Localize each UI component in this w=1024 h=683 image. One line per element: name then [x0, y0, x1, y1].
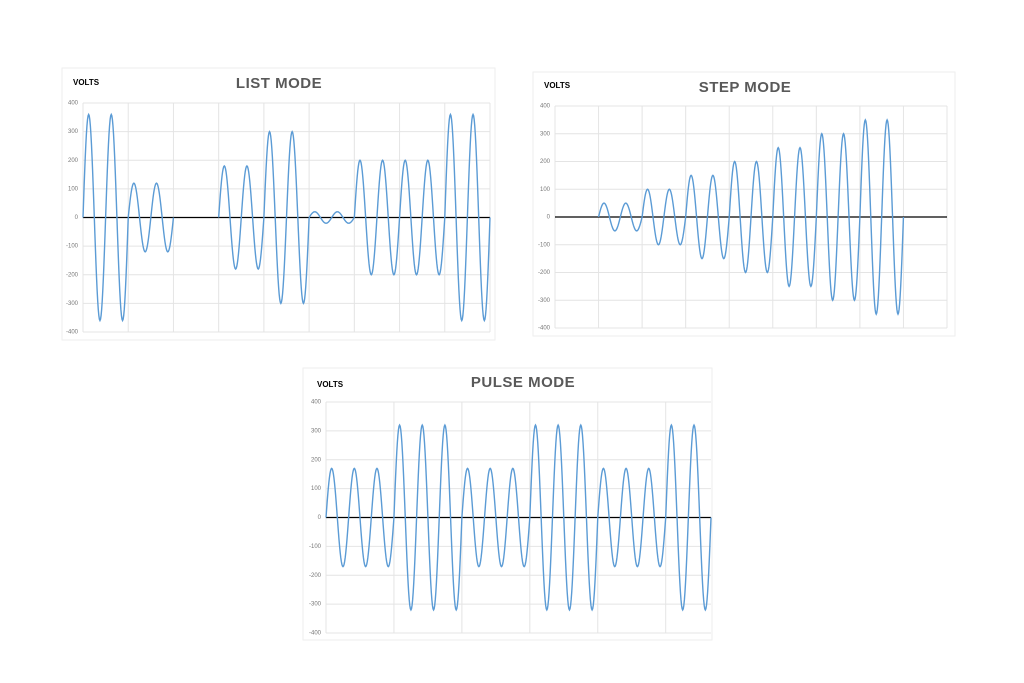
- wave-cycle: [483, 467, 508, 568]
- y-tick-label: -200: [309, 573, 322, 579]
- y-tick-label: 400: [68, 101, 79, 107]
- wave-cycle: [325, 467, 350, 568]
- wave-cycle: [285, 130, 310, 305]
- y-tick-label: -100: [66, 244, 79, 250]
- wave-cycle: [331, 211, 355, 224]
- y-tick-label: 300: [540, 131, 551, 137]
- y-tick-label: 0: [318, 515, 322, 521]
- wave-cycle: [665, 423, 690, 612]
- wave-cycle: [574, 423, 599, 612]
- wave-cycle: [376, 159, 401, 276]
- wave-cycle: [347, 467, 372, 568]
- y-tick-label: -300: [538, 298, 551, 304]
- wave-cycle: [728, 160, 752, 274]
- wave-cycle: [370, 467, 395, 568]
- y-axis-label: VOLTS: [544, 81, 571, 90]
- wave-cycle: [393, 423, 418, 612]
- wave-cycle: [461, 467, 486, 568]
- y-tick-label: -300: [309, 602, 322, 608]
- wave-cycle: [815, 132, 839, 302]
- y-tick-label: -400: [538, 326, 551, 332]
- wave-cycle: [529, 423, 554, 612]
- y-tick-label: 200: [311, 457, 322, 463]
- y-tick-label: -100: [538, 242, 551, 248]
- y-axis-label: VOLTS: [317, 380, 344, 389]
- wave-cycle: [597, 467, 622, 568]
- y-tick-label: -400: [309, 631, 322, 637]
- wave-cycle: [438, 423, 463, 612]
- y-tick-label: -300: [66, 301, 79, 307]
- wave-cycle: [687, 423, 712, 612]
- y-tick-label: 200: [540, 159, 551, 165]
- wave-cycle: [619, 467, 644, 568]
- y-tick-label: 0: [547, 215, 551, 221]
- wave-cycle: [663, 188, 687, 246]
- wave-cycle: [793, 146, 818, 288]
- y-tick-label: 300: [68, 129, 79, 135]
- wave-cycle: [837, 132, 861, 302]
- y-tick-label: -200: [66, 272, 79, 278]
- chart-title: LIST MODE: [236, 75, 322, 92]
- chart-frame: [61, 67, 496, 341]
- y-tick-label: 400: [540, 104, 551, 110]
- wave-cycle: [127, 182, 152, 253]
- wave-cycle: [859, 118, 883, 316]
- y-tick-label: -400: [66, 330, 79, 336]
- wave-cycle: [398, 159, 423, 276]
- wave-cycle: [506, 467, 531, 568]
- wave-cycle: [750, 160, 774, 274]
- chart-frame: [302, 367, 713, 641]
- wave-cycle: [150, 182, 175, 253]
- y-tick-label: 300: [311, 428, 322, 434]
- wave-cycle: [706, 174, 730, 260]
- wave-cycle: [308, 211, 333, 224]
- wave-cycle: [642, 467, 667, 568]
- y-tick-label: -200: [538, 270, 551, 276]
- wave-cycle: [104, 112, 129, 323]
- wave-cycle: [82, 112, 107, 323]
- y-tick-label: -100: [309, 544, 322, 550]
- y-tick-label: 400: [311, 400, 322, 406]
- wave-cycle: [619, 202, 643, 232]
- wave-cycle: [772, 146, 796, 288]
- wave-cycle: [466, 112, 491, 323]
- y-tick-label: 0: [75, 215, 79, 221]
- wave-cycle: [217, 164, 242, 271]
- wave-cycle: [880, 118, 905, 316]
- y-axis-label: VOLTS: [73, 78, 100, 87]
- chart-title: STEP MODE: [699, 79, 792, 96]
- wave-cycle: [684, 174, 709, 260]
- wave-cycle: [444, 112, 469, 323]
- y-tick-label: 200: [68, 158, 79, 164]
- y-tick-label: 100: [311, 486, 322, 492]
- chart-title: PULSE MODE: [471, 374, 575, 391]
- chart-frame: [532, 71, 956, 337]
- wave-cycle: [421, 159, 446, 276]
- y-tick-label: 100: [68, 186, 79, 192]
- y-tick-label: 100: [540, 187, 551, 193]
- wave-cycle: [353, 159, 378, 276]
- wave-cycle: [551, 423, 576, 612]
- wave-cycle: [641, 188, 665, 246]
- wave-cycle: [263, 130, 288, 305]
- wave-cycle: [415, 423, 440, 612]
- wave-cycle: [240, 164, 265, 271]
- wave-cycle: [597, 202, 622, 232]
